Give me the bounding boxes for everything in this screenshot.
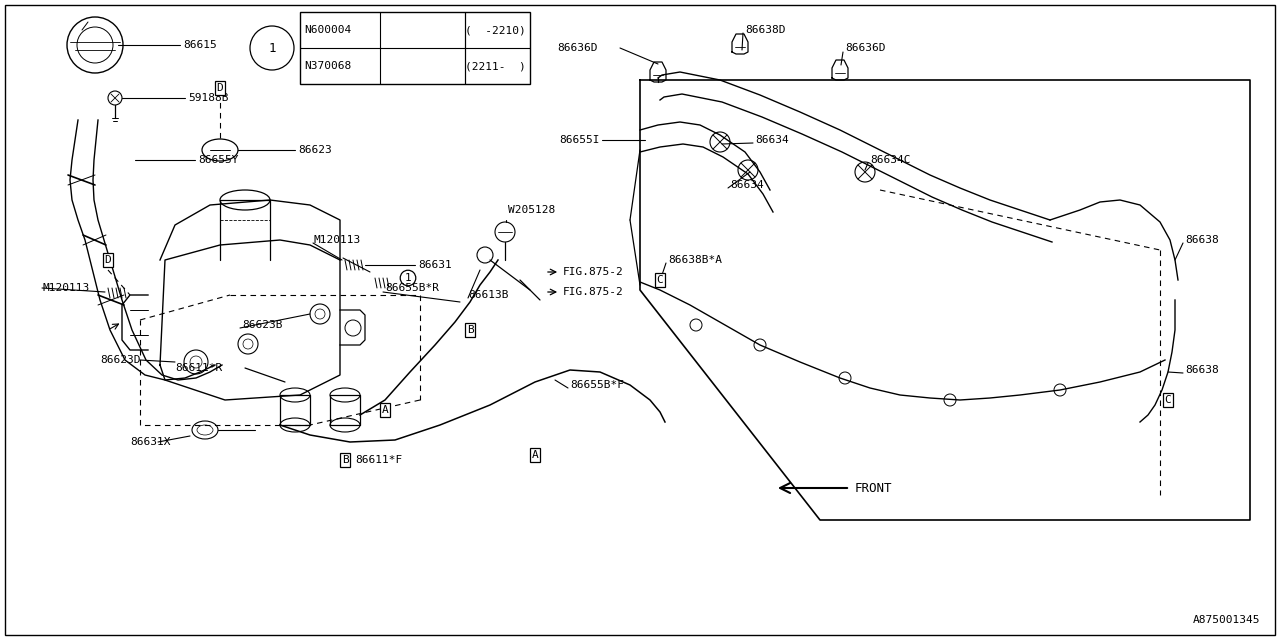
Text: 86631: 86631 (419, 260, 452, 270)
Text: M120113: M120113 (42, 283, 90, 293)
Text: 86636D: 86636D (845, 43, 886, 53)
Text: C: C (1165, 395, 1171, 405)
Circle shape (238, 334, 259, 354)
Text: 86634: 86634 (755, 135, 788, 145)
Text: 86638D: 86638D (745, 25, 786, 35)
Text: 86634: 86634 (730, 180, 764, 190)
Text: 86655Y: 86655Y (198, 155, 238, 165)
Text: 86634C: 86634C (870, 155, 910, 165)
Circle shape (77, 27, 113, 63)
Circle shape (838, 372, 851, 384)
Text: A: A (531, 450, 539, 460)
Ellipse shape (330, 388, 360, 402)
Ellipse shape (192, 421, 218, 439)
Circle shape (67, 17, 123, 73)
Circle shape (690, 319, 701, 331)
Ellipse shape (280, 388, 310, 402)
Text: FIG.875-2: FIG.875-2 (563, 287, 623, 297)
Ellipse shape (202, 139, 238, 161)
Text: 86623B: 86623B (242, 320, 283, 330)
Text: FIG.875-2: FIG.875-2 (563, 267, 623, 277)
Text: 86655B*R: 86655B*R (385, 283, 439, 293)
Text: W205128: W205128 (508, 205, 556, 215)
Text: N370068: N370068 (305, 61, 351, 71)
Text: 86631X: 86631X (131, 437, 170, 447)
Text: D: D (105, 255, 111, 265)
Text: 86638B*A: 86638B*A (668, 255, 722, 265)
Text: 86623D: 86623D (100, 355, 141, 365)
Text: M120113: M120113 (314, 235, 360, 245)
Text: C: C (657, 275, 663, 285)
Text: 86636D: 86636D (558, 43, 598, 53)
Ellipse shape (280, 418, 310, 432)
Circle shape (243, 339, 253, 349)
Text: 86611*R: 86611*R (175, 363, 223, 373)
Text: A875001345: A875001345 (1193, 615, 1260, 625)
Circle shape (739, 160, 758, 180)
Ellipse shape (330, 418, 360, 432)
Text: 86638: 86638 (1185, 365, 1219, 375)
Ellipse shape (197, 425, 212, 435)
Circle shape (189, 356, 202, 368)
Circle shape (315, 309, 325, 319)
Text: (2211-  ): (2211- ) (465, 61, 526, 71)
Circle shape (710, 132, 730, 152)
Circle shape (310, 304, 330, 324)
Text: 86655B*F: 86655B*F (570, 380, 625, 390)
Circle shape (108, 91, 122, 105)
Text: N600004: N600004 (305, 25, 351, 35)
Circle shape (477, 247, 493, 263)
Text: 86638: 86638 (1185, 235, 1219, 245)
Circle shape (1053, 384, 1066, 396)
Text: 86611*F: 86611*F (355, 455, 402, 465)
Circle shape (754, 339, 765, 351)
Text: D: D (216, 83, 224, 93)
Text: A: A (381, 405, 388, 415)
Text: 59188B: 59188B (188, 93, 229, 103)
Text: 86623: 86623 (298, 145, 332, 155)
Circle shape (184, 350, 209, 374)
Bar (300, 12, 530, 84)
Text: B: B (342, 455, 348, 465)
Circle shape (945, 394, 956, 406)
Circle shape (855, 162, 876, 182)
Text: 1: 1 (404, 273, 411, 283)
Text: 86613B: 86613B (468, 290, 508, 300)
Text: FRONT: FRONT (855, 481, 892, 495)
Text: 86615: 86615 (183, 40, 216, 50)
Text: 86655I: 86655I (559, 135, 600, 145)
Text: (  -2210): ( -2210) (465, 25, 526, 35)
Text: B: B (467, 325, 474, 335)
Text: 1: 1 (269, 42, 275, 54)
Circle shape (250, 26, 294, 70)
Circle shape (346, 320, 361, 336)
Circle shape (495, 222, 515, 242)
Ellipse shape (220, 190, 270, 210)
